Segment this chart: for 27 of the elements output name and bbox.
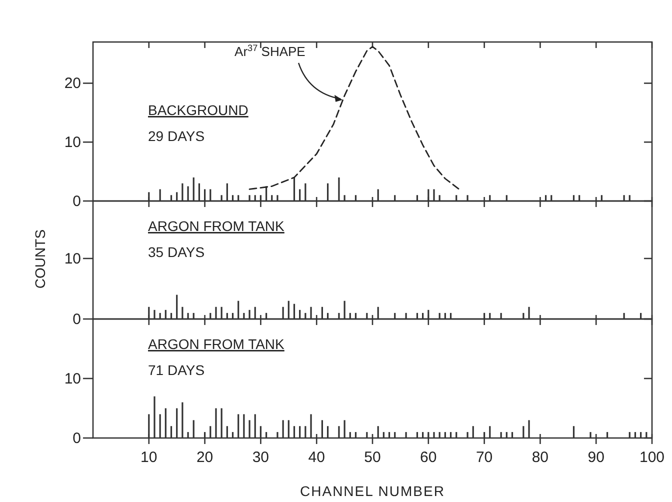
x-tick-label: 60 xyxy=(420,449,437,466)
y-tick-label: 20 xyxy=(64,75,81,92)
y-axis-title: COUNTS xyxy=(32,229,48,289)
x-tick-label: 20 xyxy=(196,449,214,466)
x-tick-label: 70 xyxy=(476,449,493,466)
x-tick-label: 90 xyxy=(588,449,604,466)
y-tick-label: 0 xyxy=(72,193,81,210)
y-tick-label: 10 xyxy=(64,250,81,268)
y-tick-label: 0 xyxy=(72,430,81,447)
line-series xyxy=(248,46,460,190)
x-tick-label: 100 xyxy=(639,449,665,466)
y-tick-label: 10 xyxy=(64,370,81,388)
x-tick-label: 40 xyxy=(308,449,325,466)
x-tick-label: 10 xyxy=(140,449,158,466)
text: 71 DAYS xyxy=(148,362,205,378)
x-tick-label: 30 xyxy=(252,449,270,466)
text: BACKGROUND xyxy=(148,102,248,118)
y-tick-label: 0 xyxy=(72,311,81,328)
text: 35 DAYS xyxy=(148,244,205,260)
text: ARGON FROM TANK xyxy=(148,336,286,352)
x-tick-label: 50 xyxy=(364,449,381,466)
x-tick-label: 80 xyxy=(532,449,549,466)
text: ARGON FROM TANK xyxy=(148,218,286,234)
annotation: Ar$^{37}$ SHAPE xyxy=(234,42,306,59)
x-axis-title: CHANNEL NUMBER xyxy=(300,483,445,499)
y-tick-label: 10 xyxy=(64,134,81,152)
text: 29 DAYS xyxy=(148,128,205,144)
